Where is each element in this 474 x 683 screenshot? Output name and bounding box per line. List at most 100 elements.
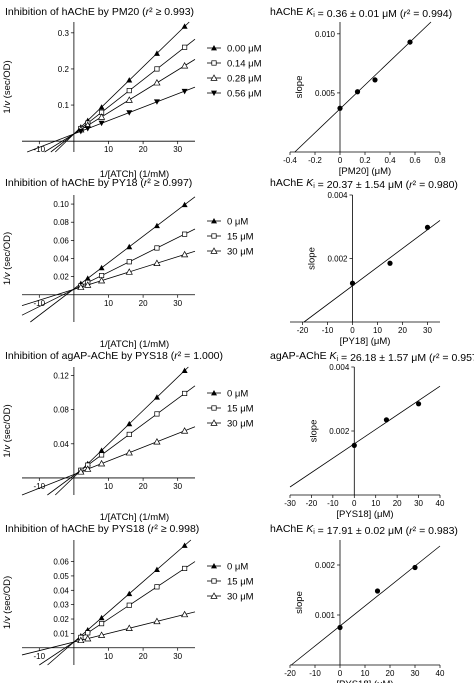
chart-title: Inhibition of hAChE by PYS18 (r² ≥ 0.998… (5, 523, 199, 535)
legend-marker (211, 405, 217, 411)
data-point (153, 566, 160, 572)
data-point (126, 88, 132, 94)
x-tick-label: 30 (423, 326, 432, 335)
y-tick-label: 0.02 (53, 273, 69, 282)
chart-title: agAP-AChE Ki = 26.18 ± 1.57 μM (r² = 0.9… (270, 350, 474, 364)
y-axis-title: slope (294, 76, 305, 99)
x-tick-label: -20 (284, 669, 296, 678)
fit-line-2 (39, 561, 196, 666)
chart-8: hAChE Ki = 17.91 ± 0.02 μM (r² = 0.983) -… (270, 523, 458, 683)
data-point (181, 61, 189, 69)
x-tick-label: -20 (297, 326, 309, 335)
y-axis-title: slope (307, 247, 318, 270)
legend-label: 30 μM (227, 419, 254, 430)
y-axis-title: 1/v (sec/OD) (2, 404, 13, 457)
data-point (351, 442, 357, 448)
x-axis-title: [PYS18] (μM) (336, 679, 393, 683)
legend-marker (210, 419, 218, 426)
data-point (181, 367, 188, 373)
data-point (153, 394, 160, 400)
data-point (98, 447, 105, 453)
data-point (98, 264, 105, 271)
y-tick-label: 0.002 (315, 561, 336, 570)
data-point (181, 610, 189, 618)
fit-line-3 (21, 250, 196, 307)
data-point (153, 99, 160, 105)
fit-line-1 (54, 366, 189, 496)
data-point (125, 96, 133, 103)
legend-marker (210, 247, 218, 254)
chart-title: Inhibition of hAChE by PM20 (r² ≥ 0.993) (5, 6, 194, 18)
x-tick-label: -30 (284, 499, 296, 508)
x-tick-label: -20 (306, 499, 318, 508)
x-tick-label: 20 (139, 652, 148, 661)
legend-marker (211, 218, 217, 224)
chart-5: Inhibition of agAP-AChE by PYS18 (r² = 1… (2, 350, 254, 523)
data-point (126, 431, 132, 437)
chart-title: hAChE Ki = 0.36 ± 0.01 μM (r² = 0.994) (270, 6, 452, 20)
y-tick-label: 0.06 (53, 558, 69, 567)
legend-marker (210, 592, 218, 599)
y-tick-label: 0.002 (329, 427, 350, 436)
fit-line-3 (21, 426, 196, 496)
data-point (154, 66, 160, 72)
y-axis-title: slope (308, 420, 319, 443)
x-tick-label: 0.8 (434, 156, 446, 165)
x-tick-label: 20 (139, 145, 148, 154)
data-point (153, 617, 161, 625)
data-point (126, 259, 132, 265)
fit-line-3 (44, 59, 196, 153)
data-point (153, 259, 161, 266)
data-point (372, 77, 378, 83)
data-point (98, 120, 105, 127)
data-point (99, 621, 105, 627)
chart-4: hAChE Ki = 20.37 ± 1.54 μM (r² = 0.980) -… (270, 177, 458, 347)
data-point (181, 427, 189, 434)
chart-2: hAChE Ki = 0.36 ± 0.01 μM (r² = 0.994) -0… (270, 6, 452, 177)
x-tick-label: 0 (338, 669, 343, 678)
y-tick-label: 0.02 (53, 615, 69, 624)
legend-marker (211, 390, 217, 396)
x-tick-label: 30 (173, 482, 182, 491)
data-point (181, 201, 188, 208)
x-tick-label: 10 (104, 299, 113, 308)
data-point (84, 275, 91, 281)
y-tick-label: 0.10 (53, 200, 69, 209)
data-point (97, 113, 106, 120)
data-point (98, 614, 105, 621)
data-point (383, 417, 390, 423)
x-tick-label: 10 (104, 482, 113, 491)
y-tick-label: 0.002 (327, 255, 348, 264)
chart-6: agAP-AChE Ki = 26.18 ± 1.57 μM (r² = 0.9… (270, 350, 474, 520)
fit-line-2 (47, 385, 196, 496)
data-point (125, 268, 133, 275)
x-tick-label: -0.4 (283, 156, 297, 165)
data-point (407, 39, 413, 45)
x-axis-title: [PY18] (μM) (340, 336, 391, 347)
data-point (97, 631, 106, 638)
chart-title: hAChE Ki = 17.91 ± 0.02 μM (r² = 0.983) (270, 523, 458, 537)
legend-label: 0 μM (227, 562, 248, 573)
x-axis-title: [PM20] (μM) (339, 166, 391, 177)
x-tick-label: 10 (371, 499, 380, 508)
data-point (387, 260, 393, 266)
data-point (77, 636, 85, 644)
chart-3: Inhibition of hAChE by PY18 (r² ≥ 0.997)… (2, 177, 254, 350)
data-point (125, 448, 133, 456)
legend-marker (211, 90, 217, 96)
data-point (84, 281, 92, 288)
x-tick-label: 0.4 (384, 156, 396, 165)
data-point (77, 283, 85, 290)
x-tick-label: 0.6 (409, 156, 421, 165)
y-tick-label: 0.12 (53, 372, 69, 381)
chart-7: Inhibition of hAChE by PYS18 (r² ≥ 0.998… (2, 523, 254, 683)
fit-line (289, 385, 441, 488)
x-tick-label: -0.2 (308, 156, 322, 165)
data-point (415, 401, 422, 407)
chart-1: Inhibition of hAChE by PM20 (r² ≥ 0.993)… (2, 6, 262, 180)
x-axis-title: [PYS18] (μM) (336, 509, 393, 520)
legend-label: 30 μM (227, 247, 254, 258)
data-point (99, 452, 105, 458)
data-point (412, 564, 418, 571)
